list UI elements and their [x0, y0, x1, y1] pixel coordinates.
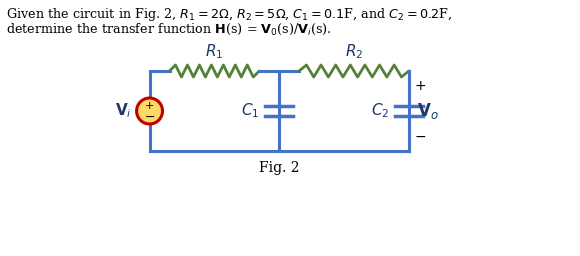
Text: $C_2$: $C_2$ [371, 102, 389, 120]
Text: determine the transfer function $\mathbf{H}$(s) = $\mathbf{V}_0$(s)/$\mathbf{V}_: determine the transfer function $\mathbf… [6, 22, 332, 37]
Text: Fig. 2: Fig. 2 [259, 161, 299, 175]
Text: $R_1$: $R_1$ [205, 42, 223, 61]
Text: $\mathbf{V}_i$: $\mathbf{V}_i$ [115, 102, 132, 120]
Text: Given the circuit in Fig. 2, $R_1 = 2\Omega$, $R_2 = 5\Omega$, $C_1 = 0.1$F, and: Given the circuit in Fig. 2, $R_1 = 2\Om… [6, 6, 452, 23]
Text: $R_2$: $R_2$ [345, 42, 363, 61]
Text: $C_1$: $C_1$ [241, 102, 259, 120]
Text: −: − [144, 111, 155, 123]
Text: +: + [415, 79, 426, 93]
Ellipse shape [137, 98, 162, 124]
Text: $\mathbf{V}_o$: $\mathbf{V}_o$ [417, 101, 438, 121]
Text: −: − [415, 130, 426, 144]
Text: +: + [145, 101, 154, 111]
